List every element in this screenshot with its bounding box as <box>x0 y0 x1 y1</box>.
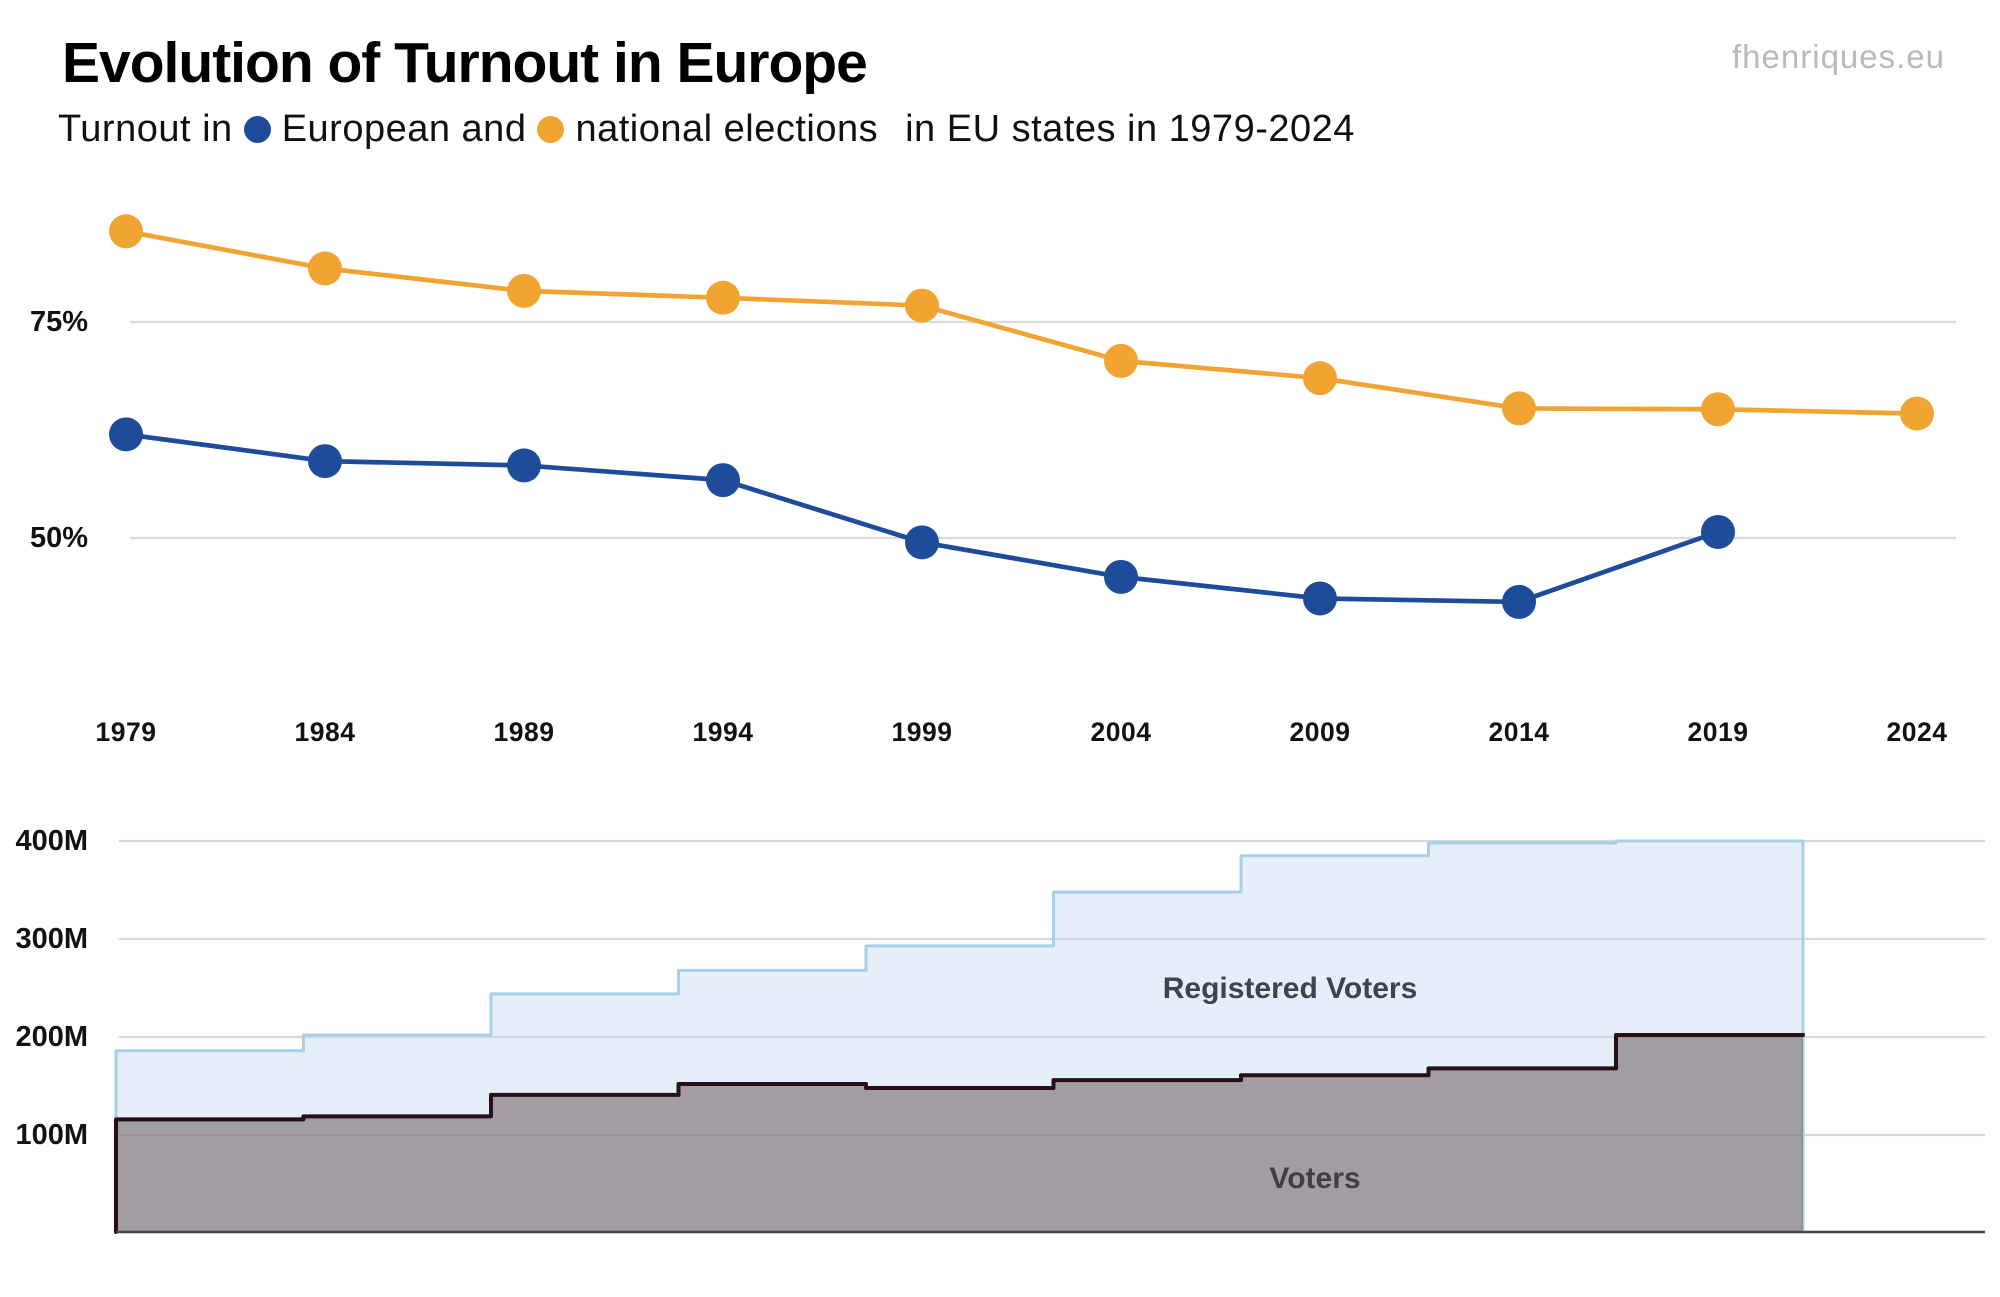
data-point-national-1999 <box>905 288 939 323</box>
x-tick-label-1989: 1989 <box>494 717 555 747</box>
line-national <box>123 228 1920 416</box>
subtitle-suffix: in EU states in 1979-2024 <box>905 108 1355 150</box>
x-tick-label-2014: 2014 <box>1489 717 1550 747</box>
data-point-national-2019 <box>1701 392 1735 427</box>
data-point-european-2014 <box>1502 584 1536 619</box>
voters-area-chart: 400M 300M 200M 100M Registered Voters Voters <box>15 825 1985 1234</box>
subtitle-prefix: Turnout in <box>58 108 233 150</box>
area-border-voters_label <box>114 1033 1805 1234</box>
page-title: Evolution of Turnout in Europe <box>62 31 868 95</box>
y-tick-label-100M: 100M <box>15 1119 88 1151</box>
y-tick-label-200M: 200M <box>15 1021 88 1053</box>
data-point-european-2019 <box>1701 514 1735 549</box>
legend-dot-national-icon <box>537 116 565 143</box>
data-point-national-2009 <box>1303 361 1337 396</box>
area-border-registered_label <box>114 839 1805 1234</box>
registered-voters-label: Registered Voters <box>1163 972 1418 1005</box>
subtitle-series-national: national elections <box>575 108 879 150</box>
data-point-national-1994 <box>706 280 740 315</box>
data-point-national-2024 <box>1900 396 1934 431</box>
x-tick-label-1984: 1984 <box>295 717 356 747</box>
subtitle-series-european: European and <box>281 108 527 150</box>
x-tick-label-1979: 1979 <box>96 717 157 747</box>
data-point-national-1979 <box>109 214 143 249</box>
x-tick-label-2019: 2019 <box>1688 717 1749 747</box>
x-tick-label-2009: 2009 <box>1290 717 1351 747</box>
y-tick-label-300M: 300M <box>15 923 88 955</box>
data-point-national-1984 <box>308 251 342 286</box>
data-point-european-2004 <box>1104 559 1138 594</box>
turnout-line-chart: 75% 50% 1979 1984 1989 1994 1999 2004 2009 2014 20… <box>30 214 1956 747</box>
y-tick-label-50: 50% <box>30 522 88 554</box>
x-tick-label-2004: 2004 <box>1091 717 1152 747</box>
x-tick-label-2024: 2024 <box>1887 717 1948 747</box>
data-point-national-2004 <box>1104 343 1138 378</box>
voters-label: Voters <box>1269 1162 1360 1195</box>
data-point-european-1979 <box>109 417 143 452</box>
data-point-european-2009 <box>1303 581 1337 616</box>
data-point-european-1994 <box>706 463 740 498</box>
y-tick-label-75: 75% <box>30 306 88 338</box>
data-point-national-1989 <box>507 273 541 308</box>
legend-dot-european-icon <box>243 116 271 143</box>
y-tick-label-400M: 400M <box>15 825 88 857</box>
area-fill-voters_label <box>116 1035 1803 1232</box>
x-tick-label-1999: 1999 <box>892 717 953 747</box>
data-point-european-1999 <box>905 525 939 560</box>
data-point-european-1989 <box>507 448 541 483</box>
x-tick-label-1994: 1994 <box>693 717 754 747</box>
subtitle-legend: Turnout in European and national electio… <box>58 108 1355 151</box>
data-point-national-2014 <box>1502 391 1536 426</box>
line-european <box>123 431 1721 605</box>
watermark: fhenriques.eu <box>1732 38 1945 75</box>
data-point-european-1984 <box>308 444 342 479</box>
